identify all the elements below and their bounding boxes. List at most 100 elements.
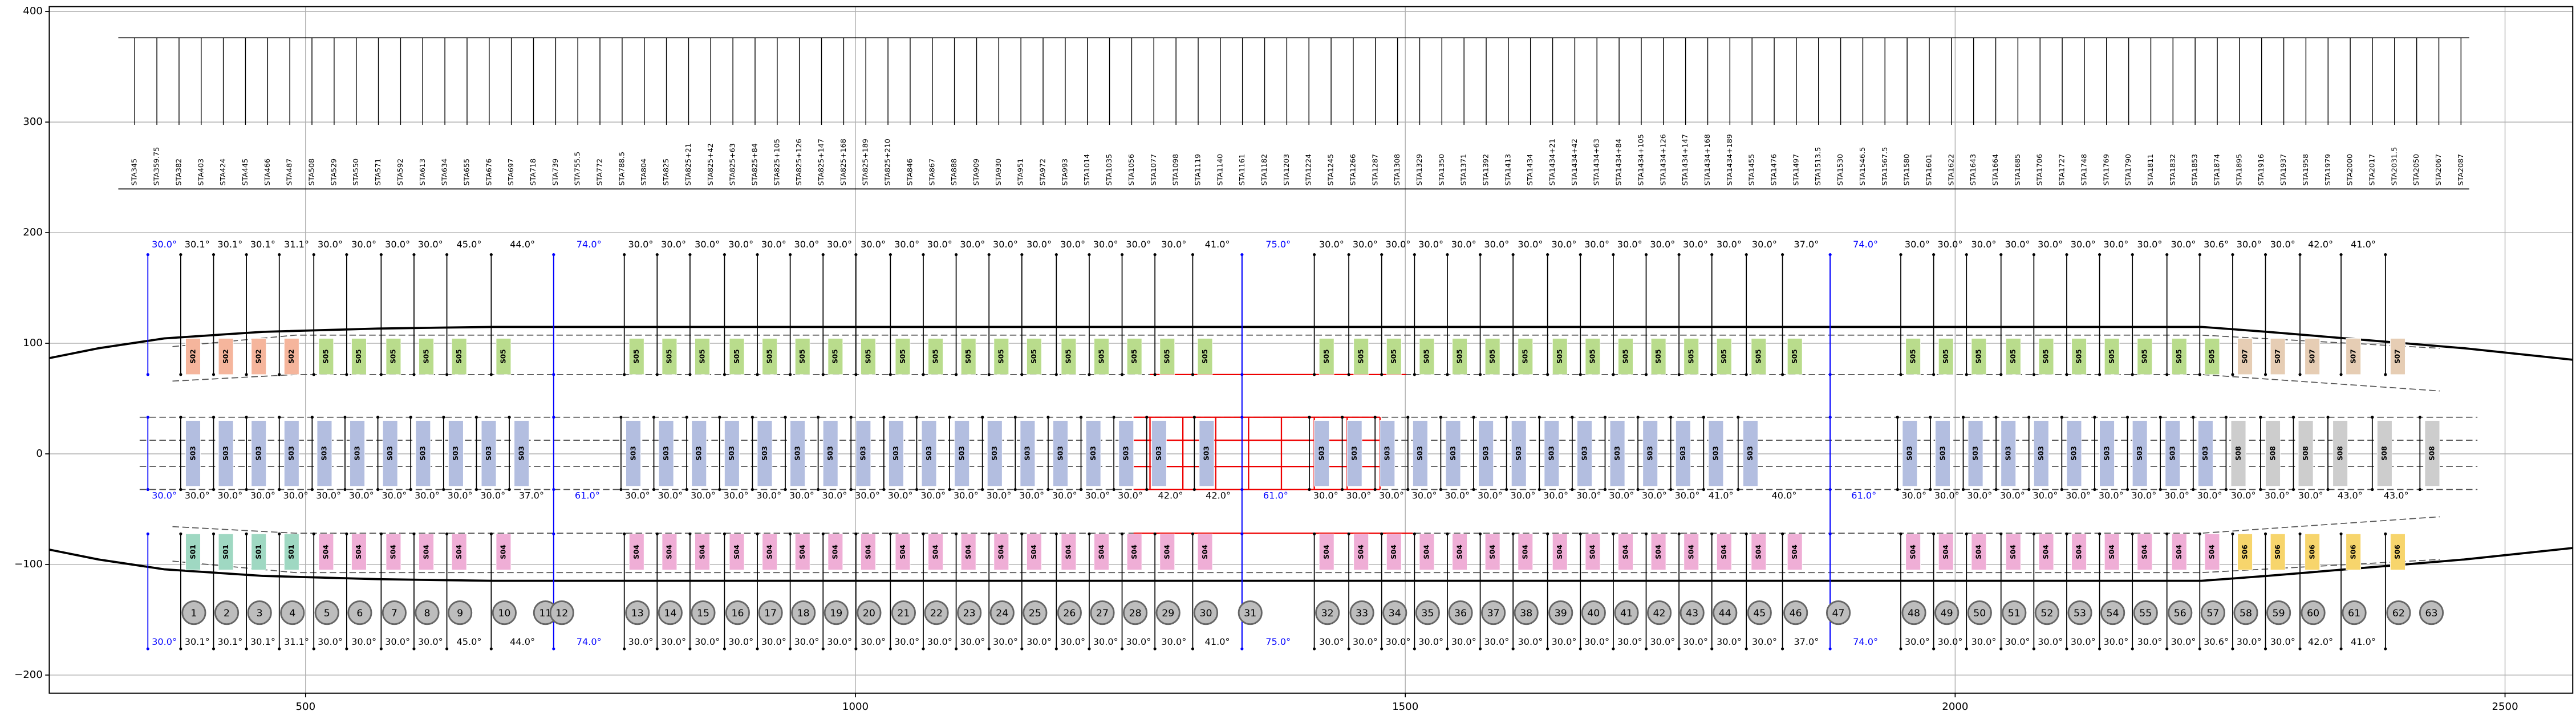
column-node — [854, 532, 858, 535]
station-label: STA382 — [174, 159, 182, 186]
bent-marker — [2002, 600, 2027, 625]
segment-box — [2104, 338, 2120, 375]
segment-label: S05 — [798, 349, 806, 364]
angle-label: 30.0° — [794, 239, 819, 250]
segment-box — [2137, 338, 2153, 375]
column-node — [1472, 488, 1475, 491]
angle-label: 40.0° — [1771, 490, 1796, 501]
column-node — [1312, 253, 1316, 257]
bent-label: 14 — [664, 608, 676, 619]
y-tick-label: 300 — [23, 116, 43, 128]
column-node — [1240, 647, 1244, 651]
column-node — [987, 373, 991, 376]
segment-box — [318, 338, 334, 375]
segment-box — [1935, 420, 1950, 487]
angle-label: 30.0° — [1093, 239, 1118, 250]
bent-marker — [1934, 600, 1960, 625]
angle-label: 30.0° — [1445, 490, 1470, 501]
segment-box — [794, 338, 810, 375]
station-label: STA466 — [263, 159, 271, 186]
column-node — [1020, 253, 1024, 257]
segment-box — [861, 533, 876, 571]
column-node — [278, 532, 281, 535]
segment-label: S03 — [1580, 446, 1588, 461]
column-node — [345, 373, 348, 376]
column-node — [1446, 532, 1449, 535]
segment-box — [1027, 533, 1042, 571]
bent-label: 51 — [2008, 608, 2021, 619]
bent-label: 50 — [1973, 608, 1986, 619]
angle-label: 30.0° — [480, 490, 505, 501]
bent-marker — [1315, 600, 1340, 625]
station-label: STA1434+105 — [1636, 134, 1645, 185]
column-node — [2371, 488, 2374, 491]
segment-box — [1085, 420, 1101, 487]
column-node — [2065, 532, 2068, 535]
column-node — [756, 647, 759, 651]
column-node — [2065, 253, 2068, 257]
segment-box — [351, 533, 367, 571]
segment-label: S05 — [1522, 349, 1530, 364]
bent-marker — [549, 600, 574, 625]
bent-marker — [314, 600, 339, 625]
station-label: STA1937 — [2279, 154, 2287, 186]
column-node — [922, 532, 925, 535]
segment-box — [1577, 420, 1592, 487]
column-node — [179, 647, 182, 651]
column-node — [2263, 532, 2267, 535]
column-node — [922, 253, 925, 257]
segment-box — [1151, 420, 1167, 487]
segment-label: S04 — [355, 545, 363, 559]
column-node — [1312, 647, 1316, 651]
segment-label: S03 — [1515, 446, 1523, 461]
column-node — [1054, 532, 1058, 535]
angle-label: 30.0° — [1717, 636, 1742, 647]
segment-box — [1053, 420, 1068, 487]
x-tick-label: 500 — [296, 701, 316, 713]
column-node — [1677, 373, 1681, 376]
column-node — [2065, 373, 2068, 376]
angle-label: 74.0° — [577, 239, 602, 250]
column-node — [278, 488, 281, 491]
column-node — [2093, 416, 2096, 419]
station-label: STA697 — [506, 159, 515, 186]
station-label: STA1664 — [1991, 154, 1999, 186]
station-label: STA755.5 — [573, 152, 582, 186]
column-node — [1612, 532, 1615, 535]
segment-label: S03 — [859, 446, 867, 461]
column-node — [1240, 488, 1244, 491]
segment-box — [762, 533, 778, 571]
segment-box — [1061, 338, 1077, 375]
angle-label: 30.0° — [1650, 636, 1675, 647]
bent-marker — [1349, 600, 1374, 625]
station-label: STA825+147 — [817, 139, 825, 185]
station-label: STA1874 — [2213, 154, 2221, 186]
column-node — [1153, 373, 1157, 376]
angle-label: 30.0° — [794, 636, 819, 647]
column-node — [922, 373, 925, 376]
station-label: STA1811 — [2146, 154, 2155, 186]
angle-label: 42.0° — [1206, 490, 1231, 501]
angle-label: 30.1° — [250, 636, 275, 647]
segment-box — [415, 420, 431, 487]
column-node — [412, 373, 416, 376]
column-node — [278, 647, 281, 651]
segment-label: S03 — [287, 446, 295, 461]
column-node — [1308, 416, 1311, 419]
column-node — [2165, 373, 2169, 376]
bent-label: 12 — [555, 608, 568, 619]
segment-label: S05 — [2208, 349, 2216, 364]
column-node — [751, 488, 754, 491]
column-node — [718, 416, 721, 419]
segment-label: S06 — [2394, 545, 2401, 559]
girder-line — [172, 334, 2440, 349]
segment-label: S03 — [517, 446, 525, 461]
station-label: STA1434+42 — [1570, 139, 1579, 185]
segment-label: S04 — [632, 545, 640, 559]
segment-box — [2270, 338, 2286, 375]
bent-marker — [2133, 600, 2158, 625]
segment-label: S02 — [189, 349, 197, 364]
segment-box — [1585, 533, 1601, 571]
column-node — [1636, 488, 1640, 491]
angle-label: 30.0° — [1418, 239, 1443, 250]
